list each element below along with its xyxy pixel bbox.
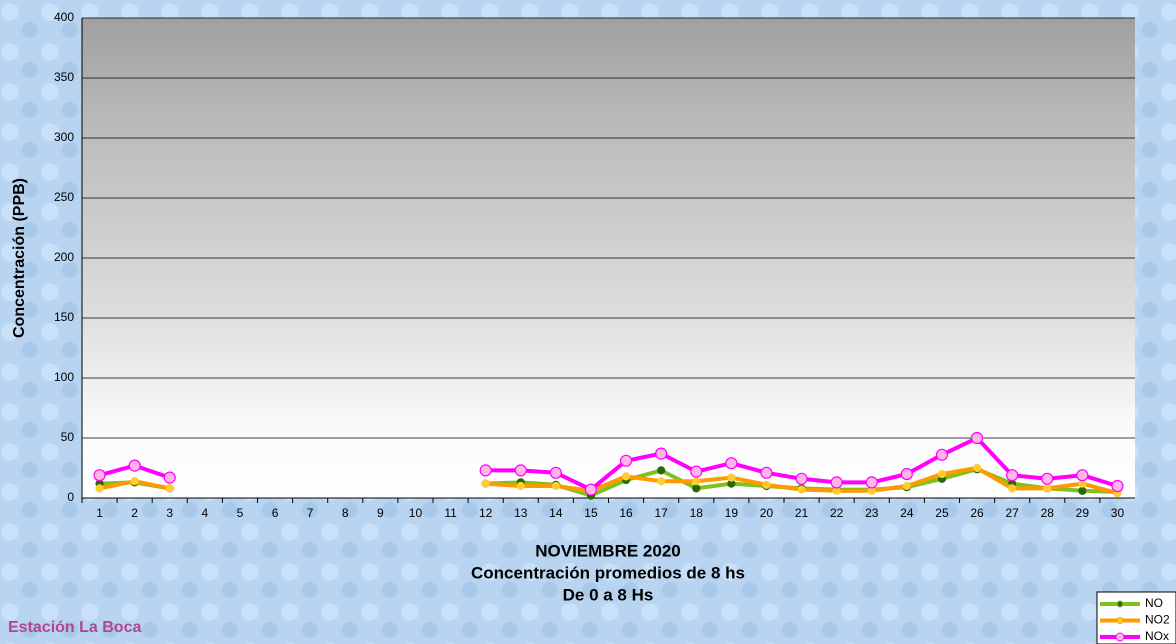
data-point <box>692 477 701 486</box>
data-point <box>481 479 490 488</box>
data-point <box>1111 479 1124 493</box>
data-point <box>692 484 701 493</box>
data-point <box>1078 486 1087 495</box>
x-tick-label: 10 <box>409 506 423 520</box>
x-tick-label: 20 <box>760 506 774 520</box>
x-tick-label: 26 <box>970 506 984 520</box>
station-label: Estación La Boca <box>8 619 141 636</box>
x-tick-label: 28 <box>1041 506 1055 520</box>
x-tick-label: 30 <box>1111 506 1125 520</box>
y-tick-label: 100 <box>54 370 74 384</box>
data-point <box>657 466 666 475</box>
x-tick-label: 8 <box>342 506 349 520</box>
data-point <box>902 481 911 491</box>
legend-marker <box>1116 600 1124 608</box>
x-tick-label: 15 <box>584 506 598 520</box>
data-point <box>1043 484 1052 493</box>
data-point <box>479 464 492 477</box>
data-point <box>619 454 633 467</box>
x-tick-label: 7 <box>307 506 314 520</box>
data-point <box>93 469 106 482</box>
x-tick-label: 9 <box>377 506 384 520</box>
data-point <box>1041 472 1054 485</box>
y-axis-label: Concentración (PPB) <box>11 178 28 338</box>
x-tick-label: 2 <box>131 506 138 520</box>
data-point <box>128 459 141 472</box>
data-point <box>937 469 947 479</box>
data-point <box>1006 469 1019 482</box>
data-point <box>514 464 527 477</box>
data-point <box>130 477 139 486</box>
legend-marker <box>1116 617 1124 624</box>
data-point <box>1076 469 1089 482</box>
data-point <box>972 463 982 473</box>
x-tick-label: 3 <box>166 506 173 520</box>
data-point <box>762 480 771 489</box>
x-tick-label: 1 <box>96 506 103 520</box>
data-point <box>690 465 703 478</box>
data-point <box>1008 484 1017 493</box>
data-point <box>163 471 176 484</box>
legend-label: NO <box>1145 596 1163 610</box>
x-tick-label: 25 <box>935 506 949 520</box>
legend-label: NO2 <box>1145 613 1170 627</box>
data-point <box>935 448 949 461</box>
x-tick-label: 23 <box>865 506 879 520</box>
data-point <box>165 484 174 493</box>
data-point <box>551 481 560 491</box>
data-point <box>760 466 773 479</box>
x-tick-label: 17 <box>654 506 668 520</box>
x-tick-label: 13 <box>514 506 528 520</box>
legend-label: NOx <box>1145 629 1169 643</box>
data-point <box>549 466 562 479</box>
x-tick-label: 4 <box>202 506 209 520</box>
y-tick-label: 350 <box>54 70 74 84</box>
data-point <box>900 467 913 481</box>
data-point <box>655 447 668 460</box>
data-point <box>830 476 843 489</box>
legend-marker <box>1115 632 1125 642</box>
y-tick-label: 250 <box>54 190 74 204</box>
data-point <box>725 457 738 470</box>
data-point <box>657 477 666 486</box>
x-tick-label: 29 <box>1076 506 1090 520</box>
x-tick-label: 12 <box>479 506 493 520</box>
y-tick-label: 400 <box>54 10 74 24</box>
data-point <box>584 483 598 496</box>
x-tick-label: 21 <box>795 506 809 520</box>
data-point <box>865 476 878 489</box>
chart-title: NOVIEMBRE 2020 <box>535 541 681 560</box>
data-point <box>797 485 806 494</box>
x-tick-label: 19 <box>725 506 739 520</box>
data-point <box>516 481 525 491</box>
y-tick-label: 200 <box>54 250 74 264</box>
chart-note: De 0 a 8 Hs <box>563 585 654 604</box>
x-tick-label: 5 <box>237 506 244 520</box>
x-tick-label: 22 <box>830 506 844 520</box>
data-point <box>727 473 736 482</box>
x-tick-label: 16 <box>619 506 633 520</box>
y-tick-label: 150 <box>54 310 74 324</box>
chart-subtitle: Concentración promedios de 8 hs <box>471 563 745 582</box>
y-tick-label: 50 <box>61 430 75 444</box>
x-tick-label: 18 <box>690 506 704 520</box>
y-tick-label: 300 <box>54 130 74 144</box>
x-tick-label: 11 <box>444 506 457 520</box>
y-tick-label: 0 <box>67 490 74 504</box>
data-point <box>621 472 631 481</box>
data-point <box>795 472 808 485</box>
x-tick-label: 27 <box>1005 506 1019 520</box>
x-tick-label: 24 <box>900 506 914 520</box>
data-point <box>970 431 984 445</box>
x-tick-label: 6 <box>272 506 279 520</box>
x-tick-label: 14 <box>549 506 563 520</box>
data-point <box>95 484 104 493</box>
